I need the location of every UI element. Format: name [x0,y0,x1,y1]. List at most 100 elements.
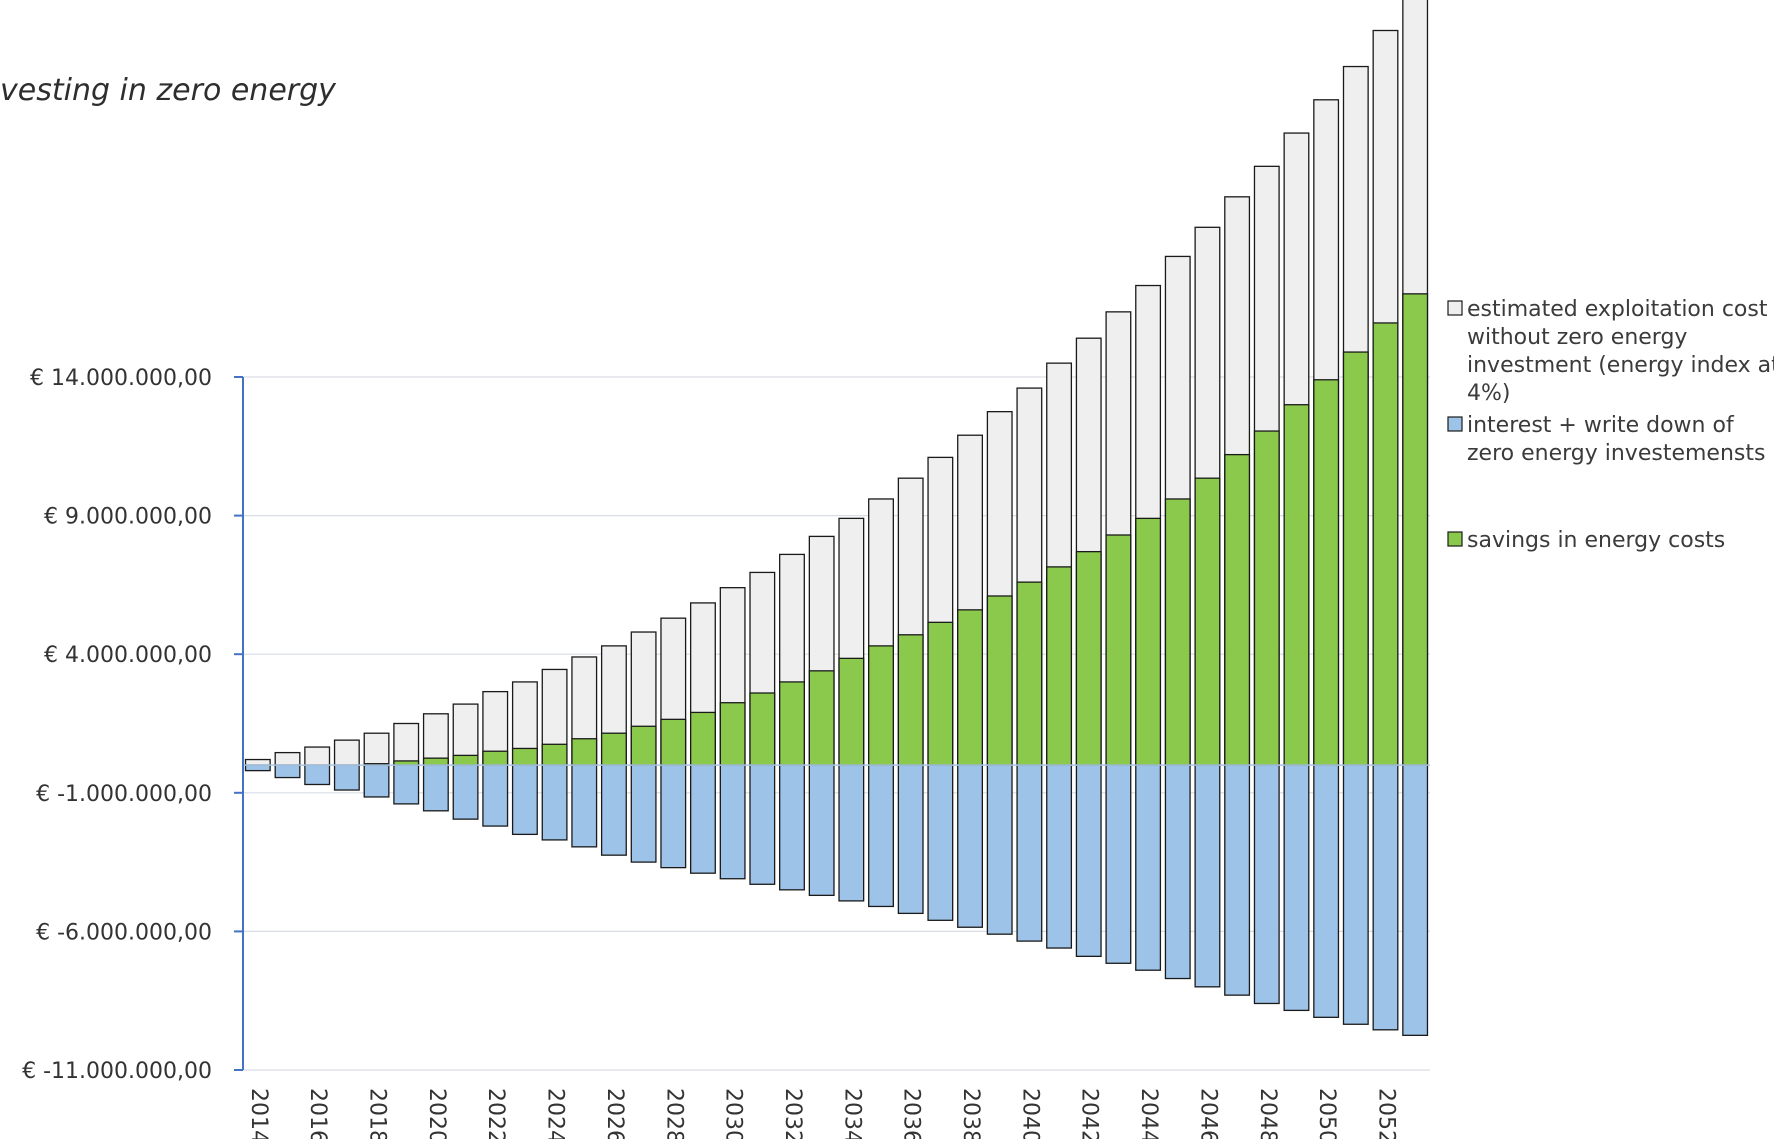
bar-energy-savings-2050 [1313,379,1340,766]
bar-interest-writedown-2028 [660,764,687,869]
legend-label-0-line-3: 4%) [1467,381,1510,406]
bar-energy-savings-2021 [452,754,479,766]
y-tick-labels: € 14.000.000,00 € 9.000.000,00 € 4.000.000… [22,366,212,1084]
bar-interest-writedown-2027 [630,764,657,863]
bar-interest-writedown-2053 [1402,764,1429,1037]
y-tick-label-0: € 14.000.000,00 [30,366,212,391]
x-tick-label-2048: 2048 [1255,1088,1280,1139]
y-tick-label-1: € 9.000.000,00 [44,505,212,530]
bar-interest-writedown-2034 [838,764,865,902]
x-tick-label-2030: 2030 [721,1088,746,1139]
bar-interest-writedown-2029 [689,764,716,874]
bar-interest-writedown-2036 [897,764,924,915]
x-tick-label-2052: 2052 [1373,1088,1398,1139]
legend-swatch-0 [1447,300,1463,316]
gridlines [243,376,1430,1071]
bar-interest-writedown-2035 [868,764,894,908]
bar-interest-writedown-2041 [1046,764,1073,949]
x-tick-label-2038: 2038 [958,1088,983,1139]
chart-title: vesting in zero energy [0,73,337,108]
bar-energy-savings-2047 [1224,453,1251,766]
bar-interest-writedown-2037 [927,764,954,921]
bar-interest-writedown-2045 [1164,764,1191,980]
bar-energy-savings-2051 [1342,351,1369,766]
y-tick-label-3: € -1.000.000,00 [36,782,212,807]
x-tick-labels: 2014 2016 2018 2020 2022 2024 2026 2028 2030 2032… [246,1088,1399,1139]
x-tick-label-2014: 2014 [246,1088,271,1139]
bar-exploitation-cost-2020 [422,713,449,766]
bar-interest-writedown-2016 [304,764,331,786]
y-axis [234,376,244,1071]
bar-energy-savings-2026 [600,732,627,766]
bar-interest-writedown-2020 [422,764,449,812]
bar-interest-writedown-2024 [541,764,568,841]
x-tick-label-2032: 2032 [780,1088,805,1139]
bar-interest-writedown-2044 [1135,764,1162,971]
bar-energy-savings-2020 [422,757,449,766]
bar-interest-writedown-2043 [1105,764,1132,964]
legend-label-1-line-1: zero energy investemensts [1467,441,1765,466]
bar-energy-savings-2034 [838,657,865,766]
legend-label-0-line-0: estimated exploitation cost [1467,297,1768,322]
bar-interest-writedown-2040 [1016,764,1043,942]
x-tick-label-2044: 2044 [1136,1088,1161,1139]
legend: estimated exploitation cost without zero … [1447,297,1774,553]
bar-energy-savings-2052 [1372,322,1399,766]
bar-energy-savings-2031 [749,692,776,766]
bar-interest-writedown-2017 [333,764,360,791]
bar-exploitation-cost-2018 [363,732,390,766]
x-tick-label-2026: 2026 [602,1088,627,1139]
bar-energy-savings-2022 [482,750,509,766]
x-tick-label-2034: 2034 [839,1088,864,1139]
x-tick-label-2018: 2018 [365,1088,390,1139]
bar-interest-writedown-2015 [274,764,301,779]
x-tick-label-2028: 2028 [661,1088,686,1139]
bar-energy-savings-2043 [1105,534,1132,766]
x-tick-label-2024: 2024 [543,1088,568,1139]
bar-energy-savings-2048 [1253,430,1280,766]
bar-exploitation-cost-2019 [393,722,420,766]
bar-energy-savings-2027 [630,725,657,766]
bar-interest-writedown-2048 [1253,764,1280,1005]
bar-interest-writedown-2039 [986,764,1013,935]
legend-label-0-line-2: investment (energy index at [1467,353,1774,378]
bar-interest-writedown-2018 [363,764,390,798]
x-tick-label-2040: 2040 [1017,1088,1042,1139]
bar-energy-savings-2049 [1283,404,1310,766]
y-tick-label-2: € 4.000.000,00 [44,643,212,668]
bar-interest-writedown-2050 [1313,764,1340,1018]
x-tick-label-2046: 2046 [1195,1088,1220,1139]
x-tick-label-2020: 2020 [424,1088,449,1139]
bar-interest-writedown-2049 [1283,764,1310,1012]
bar-interest-writedown-2014 [244,764,271,772]
bar-interest-writedown-2032 [779,764,805,891]
bar-interest-writedown-2033 [808,764,835,897]
bar-interest-writedown-2021 [452,764,479,820]
bar-energy-savings-2025 [571,738,598,766]
bar-interest-writedown-2046 [1194,764,1221,988]
legend-label-2-line-0: savings in energy costs [1467,528,1725,553]
legend-label-0-line-1: without zero energy [1467,325,1687,350]
x-tick-label-2036: 2036 [899,1088,924,1139]
bar-interest-writedown-2051 [1342,764,1369,1025]
bar-energy-savings-2030 [719,702,746,766]
bar-interest-writedown-2042 [1075,764,1102,957]
x-tick-label-2050: 2050 [1314,1088,1339,1139]
bar-energy-savings-2039 [986,595,1013,766]
bar-interest-writedown-2023 [511,764,538,836]
bar-energy-savings-2040 [1016,581,1043,766]
legend-swatch-1 [1447,416,1463,432]
bar-exploitation-cost-2014 [244,758,271,766]
bar-interest-writedown-2019 [393,764,420,805]
bar-energy-savings-2029 [689,711,716,766]
bar-exploitation-cost-2016 [304,746,331,766]
bar-energy-savings-2036 [897,634,924,766]
legend-swatch-2 [1447,531,1463,547]
bar-energy-savings-2035 [868,645,894,766]
bar-energy-savings-2028 [660,718,687,766]
bar-energy-savings-2032 [779,681,805,766]
legend-label-1-line-0: interest + write down of [1467,413,1735,438]
bar-energy-savings-2041 [1046,566,1073,766]
